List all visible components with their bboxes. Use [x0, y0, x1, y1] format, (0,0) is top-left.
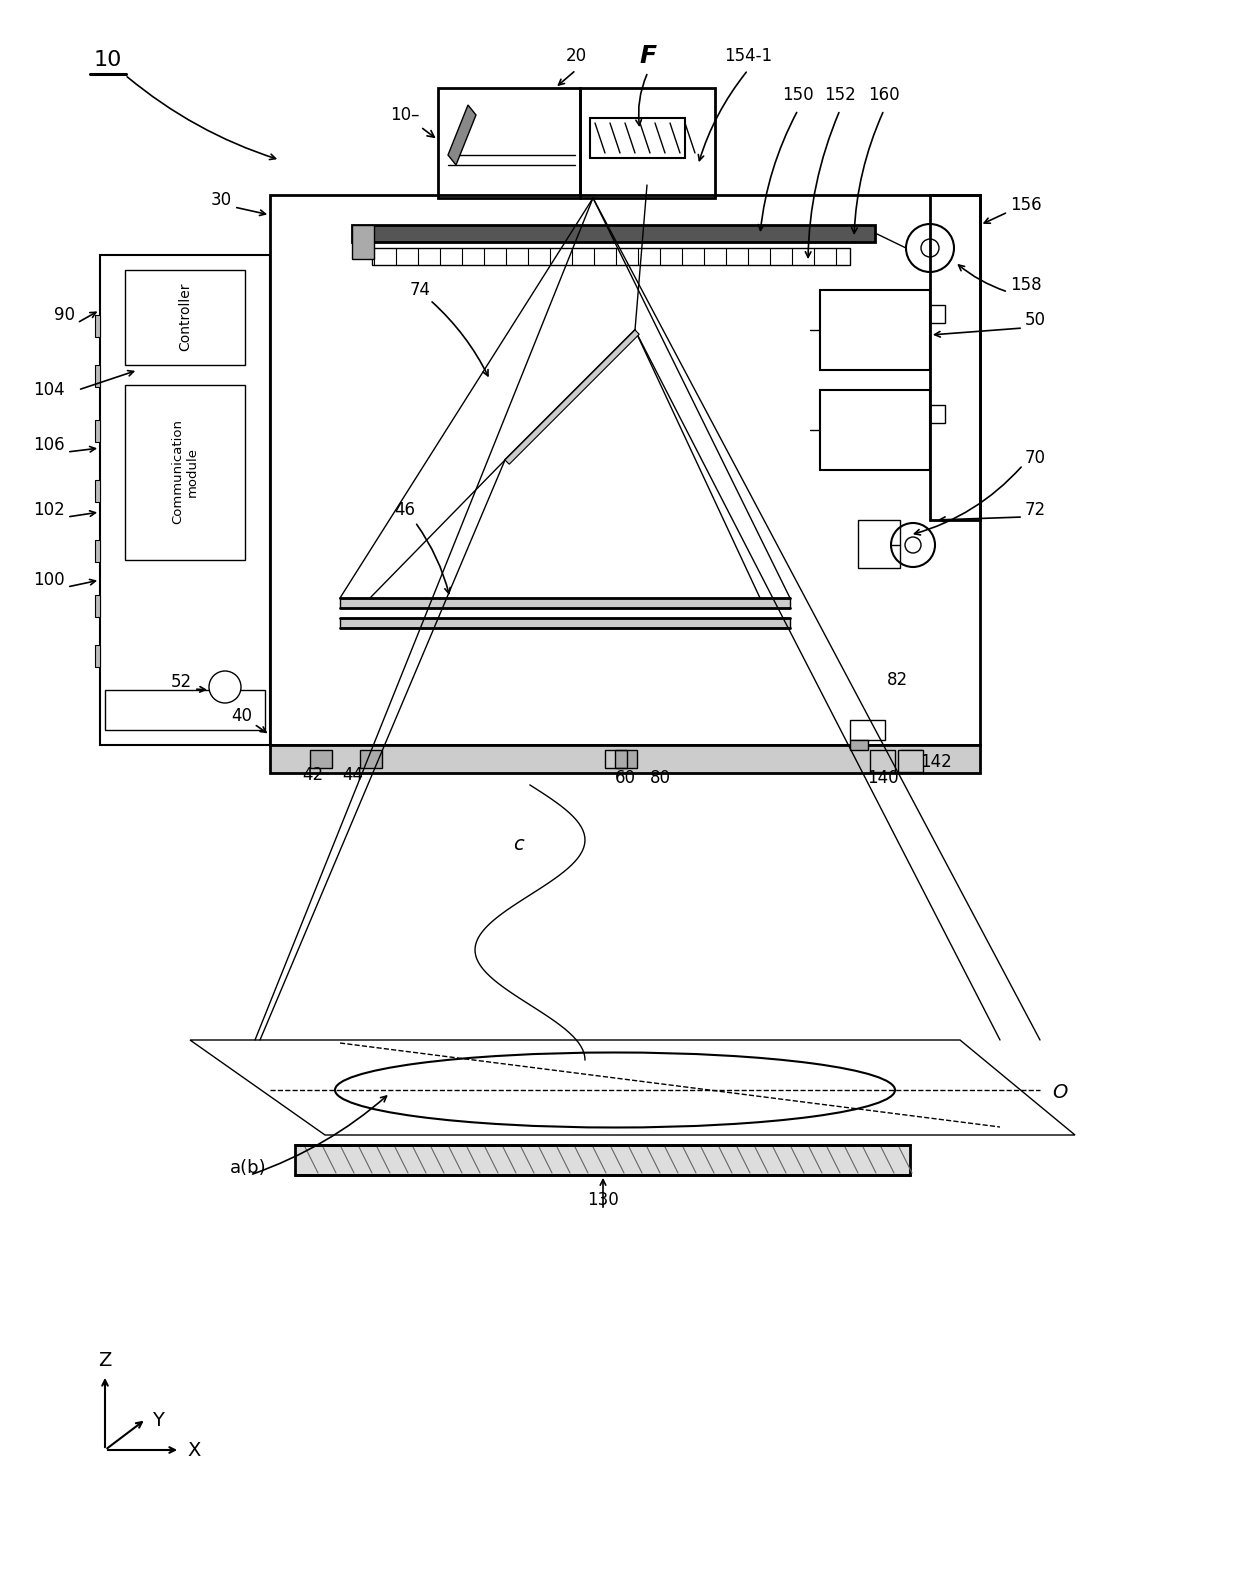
Bar [352, 225, 875, 242]
Text: Z: Z [98, 1352, 112, 1371]
Bar [95, 594, 100, 616]
Bar [95, 479, 100, 501]
Text: 82: 82 [887, 671, 908, 689]
Bar [438, 88, 580, 198]
Bar [295, 1144, 910, 1174]
Bar [95, 645, 100, 667]
Bar [95, 541, 100, 563]
Bar [930, 406, 945, 423]
Text: 156: 156 [1011, 196, 1042, 214]
Text: 40: 40 [231, 707, 252, 725]
Text: Y: Y [153, 1412, 164, 1431]
Text: 10–: 10– [391, 105, 434, 137]
Bar [125, 270, 246, 365]
Text: 142: 142 [920, 753, 952, 770]
Text: 46: 46 [394, 501, 415, 519]
Text: 74: 74 [409, 281, 430, 299]
Bar [105, 690, 265, 729]
Bar [849, 720, 885, 740]
Text: 102: 102 [33, 501, 64, 519]
Bar [820, 289, 930, 369]
Polygon shape [448, 105, 476, 165]
Text: a(b): a(b) [229, 1159, 267, 1177]
Bar [580, 88, 715, 198]
Text: c: c [512, 835, 523, 855]
Text: O: O [1053, 1083, 1068, 1102]
Text: 52: 52 [171, 673, 192, 692]
Text: 50: 50 [1025, 311, 1047, 329]
Text: Controller: Controller [179, 283, 192, 351]
Text: 80: 80 [650, 769, 671, 788]
Text: 152: 152 [825, 86, 856, 104]
Circle shape [210, 671, 241, 703]
Text: 30: 30 [211, 192, 232, 209]
Bar [615, 750, 637, 769]
Bar [898, 750, 923, 772]
Bar [360, 750, 382, 769]
Text: 140: 140 [867, 769, 899, 788]
Bar [270, 745, 980, 773]
Bar [95, 365, 100, 387]
Bar [310, 750, 332, 769]
Bar [870, 750, 895, 772]
Text: 70: 70 [1025, 450, 1047, 467]
Bar [858, 520, 900, 567]
Text: 90: 90 [55, 307, 74, 324]
Bar [849, 740, 868, 750]
Text: 130: 130 [587, 1192, 619, 1209]
Bar [930, 305, 945, 322]
Bar [605, 750, 627, 769]
Text: 158: 158 [1011, 277, 1042, 294]
Text: 20: 20 [565, 47, 587, 64]
Text: 60: 60 [615, 769, 635, 788]
Text: 42: 42 [303, 766, 324, 784]
Bar [95, 314, 100, 336]
Bar [372, 248, 849, 266]
Bar [930, 195, 980, 520]
Bar [125, 385, 246, 560]
Text: 160: 160 [868, 86, 900, 104]
Text: X: X [187, 1440, 201, 1459]
Bar [95, 420, 100, 442]
Bar [820, 390, 930, 470]
Text: 104: 104 [33, 380, 64, 399]
Bar [340, 597, 790, 608]
Text: F: F [640, 44, 656, 68]
Bar [100, 255, 270, 745]
Text: 154-1: 154-1 [724, 47, 773, 64]
Bar [900, 750, 923, 769]
Text: 100: 100 [33, 571, 64, 590]
Bar [590, 118, 684, 159]
Text: 44: 44 [342, 766, 363, 784]
Text: Communication
module: Communication module [171, 420, 198, 525]
Bar [270, 195, 980, 745]
Text: 72: 72 [1025, 501, 1047, 519]
Text: 106: 106 [33, 435, 64, 454]
Bar [340, 618, 790, 627]
Text: 150: 150 [782, 86, 813, 104]
Bar [352, 225, 374, 259]
Text: 10: 10 [94, 50, 123, 71]
Polygon shape [505, 330, 640, 464]
